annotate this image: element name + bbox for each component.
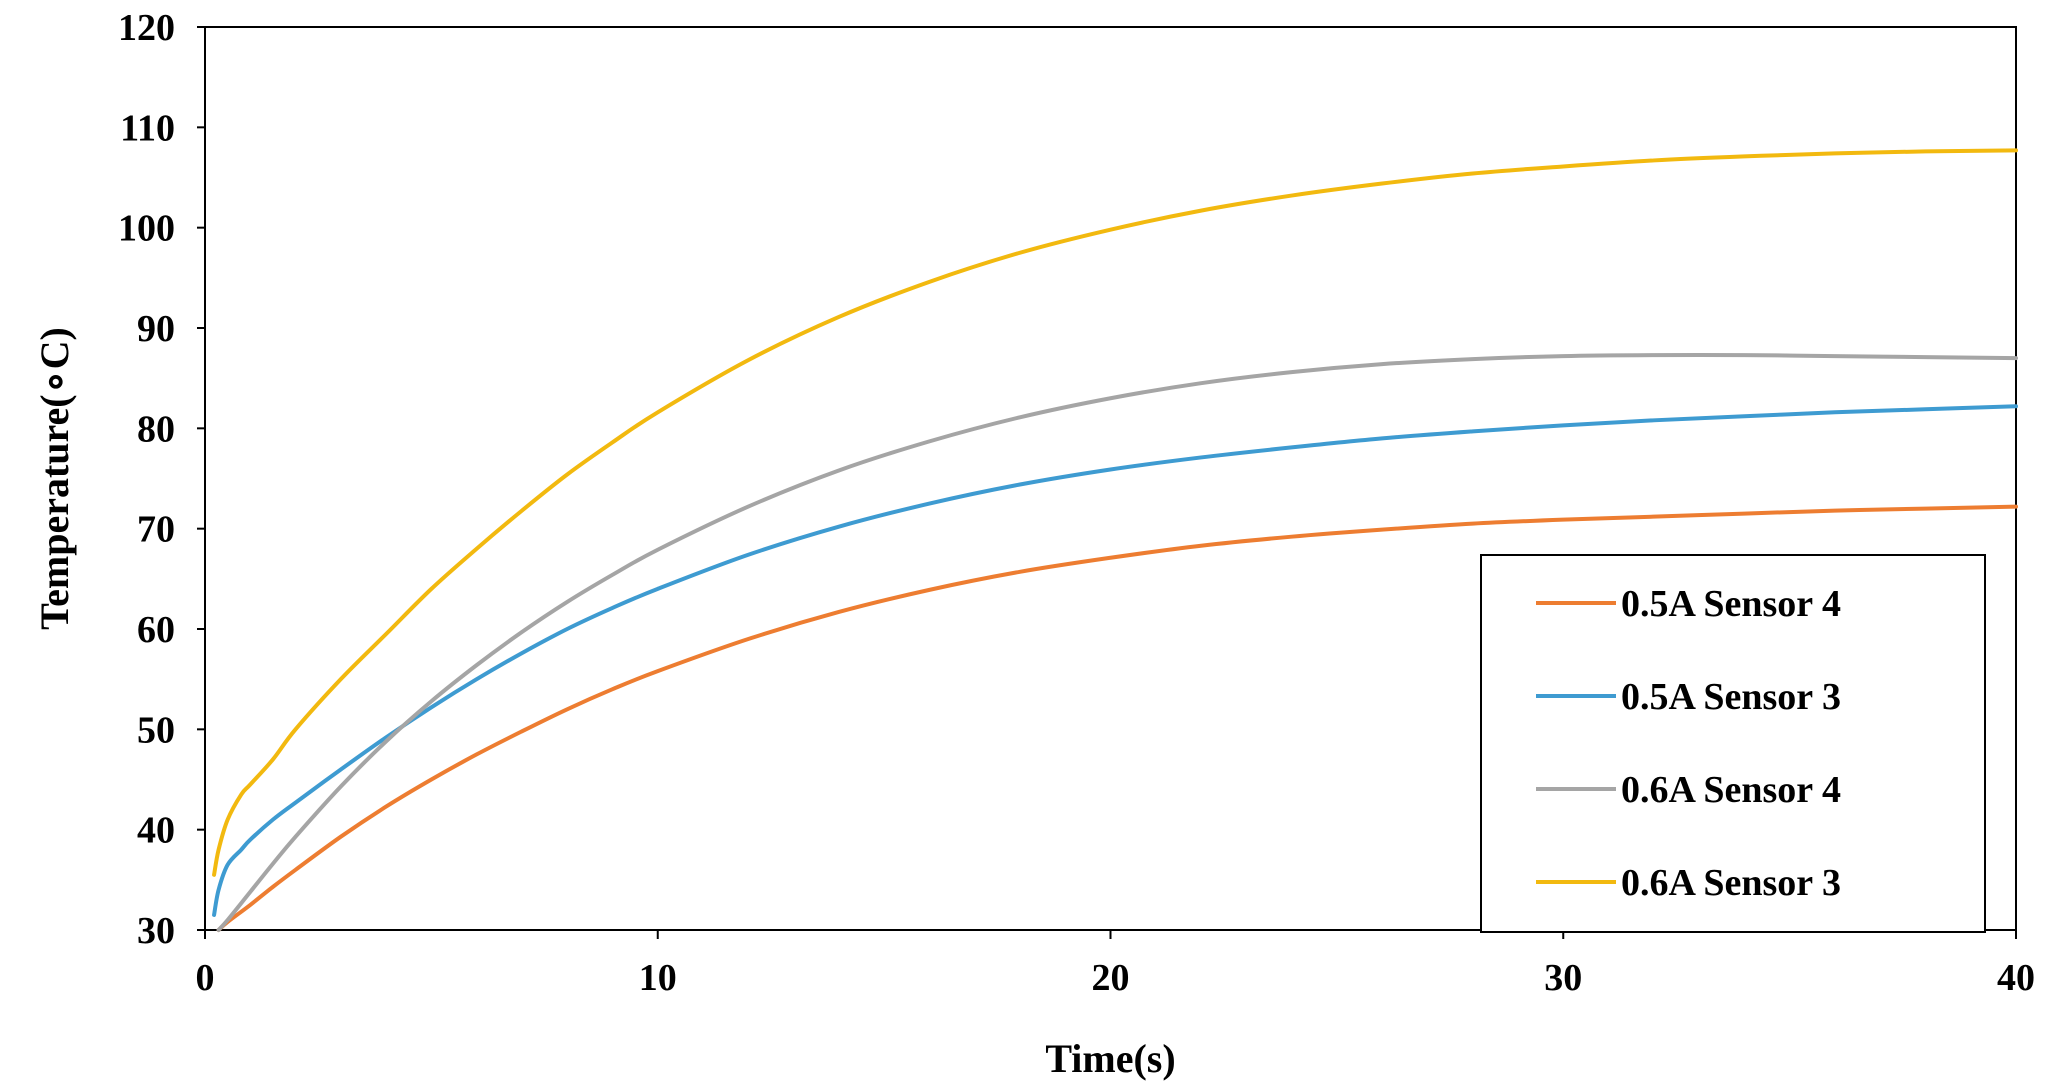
series-line-3 [216,352,2018,932]
x-tick-label: 30 [1544,957,1582,999]
legend-label-2: 0.5A Sensor 3 [1621,676,1841,718]
y-tick-label: 60 [137,609,175,651]
x-tick-label: 40 [1997,957,2035,999]
y-tick-label: 90 [137,308,175,350]
x-tick-label: 20 [1092,957,1130,999]
y-axis-tick-labels: 30 40 50 60 70 80 90 100 110 120 [118,7,205,952]
x-axis-tick-labels: 0 10 20 30 40 [196,930,2035,999]
y-tick-label: 100 [118,208,175,250]
y-tick-label: 70 [137,509,175,551]
x-tick-label: 10 [639,957,677,999]
y-tick-label: 40 [137,810,175,852]
legend-label-4: 0.6A Sensor 3 [1621,862,1841,904]
x-axis-title: Time(s) [1045,1036,1175,1081]
series-line-2 [212,404,2018,917]
series-line-1 [216,504,2018,932]
y-tick-label: 110 [120,107,175,149]
x-tick-label: 0 [196,957,215,999]
legend: 0.5A Sensor 4 0.5A Sensor 3 0.6A Sensor 4 0… [1480,554,1986,933]
legend-box [1480,554,1986,933]
y-tick-label: 30 [137,910,175,952]
y-axis-title: Temperature(∘C) [32,327,77,630]
legend-label-1: 0.5A Sensor 4 [1621,583,1841,625]
series-line-4 [212,148,2018,877]
y-tick-label: 80 [137,408,175,450]
legend-label-3: 0.6A Sensor 4 [1621,769,1841,811]
series-lines [212,148,2018,932]
y-tick-label: 50 [137,709,175,751]
y-tick-label: 120 [118,7,175,49]
